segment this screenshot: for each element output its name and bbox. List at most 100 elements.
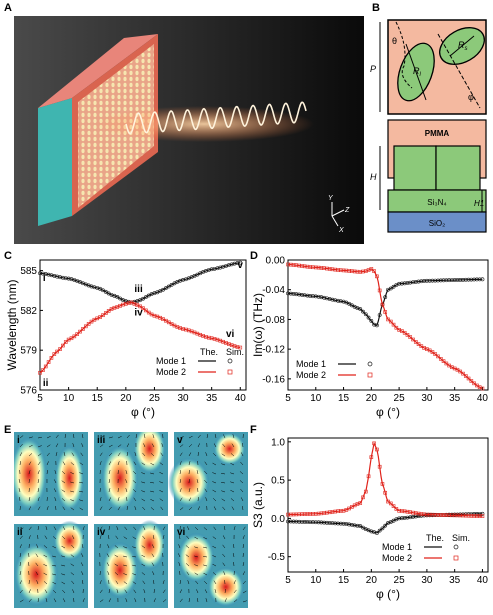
series-point-1 bbox=[408, 280, 413, 285]
panel-letter-c: C bbox=[4, 250, 12, 262]
series-point-1 bbox=[349, 523, 354, 527]
series-point-1 bbox=[299, 519, 304, 524]
series-point-1 bbox=[399, 281, 404, 286]
x-tick-label: 5 bbox=[37, 393, 43, 404]
series-point-2 bbox=[444, 361, 449, 366]
series-point-1 bbox=[288, 519, 293, 524]
y-tick-label: -0.12 bbox=[262, 345, 285, 356]
axis-triad: Y Z X bbox=[328, 195, 350, 234]
series-point-2 bbox=[46, 360, 51, 364]
series-point-1 bbox=[101, 288, 105, 293]
y-axis-label: S3 (a.u.) bbox=[252, 482, 265, 528]
unit-cell-cross-section: PMMA Si₃N₄ SiO₂ H H1 bbox=[370, 119, 487, 233]
series-point-1 bbox=[399, 516, 404, 521]
series-point-2 bbox=[372, 441, 376, 446]
panel-letter-d: D bbox=[250, 250, 258, 262]
series-point-2 bbox=[55, 349, 59, 354]
series-point-2 bbox=[436, 354, 440, 359]
series-point-1 bbox=[441, 278, 446, 283]
series-point-2 bbox=[144, 308, 148, 313]
legend-header-the: The. bbox=[200, 347, 218, 357]
series-point-1 bbox=[433, 278, 438, 283]
series-point-1 bbox=[349, 303, 354, 308]
series-point-1 bbox=[324, 296, 329, 301]
legend-entry-1: Mode 1 bbox=[382, 542, 412, 552]
legend-entry-2: Mode 2 bbox=[296, 370, 326, 380]
series-point-1 bbox=[477, 511, 482, 516]
plot-frame bbox=[39, 259, 247, 391]
series-point-1 bbox=[319, 520, 324, 525]
series-point-1 bbox=[291, 519, 296, 524]
legend-header-sim: Sim. bbox=[226, 347, 244, 357]
series-point-2 bbox=[372, 269, 376, 273]
field-map-label: vi bbox=[177, 527, 186, 538]
series-point-1 bbox=[333, 521, 338, 526]
series-point-2 bbox=[146, 310, 151, 315]
series-point-2 bbox=[363, 489, 368, 494]
y-tick-label: 576 bbox=[20, 386, 37, 397]
series-point-1 bbox=[377, 313, 382, 317]
series-point-2 bbox=[458, 369, 463, 374]
series-point-2 bbox=[463, 374, 468, 378]
theta-label: θ bbox=[392, 36, 397, 46]
x-tick-label: 35 bbox=[449, 575, 461, 586]
series-point-1 bbox=[347, 301, 352, 306]
series-point-2 bbox=[81, 327, 85, 331]
x-tick-label: 5 bbox=[285, 393, 291, 404]
series-point-2 bbox=[358, 501, 363, 505]
series-point-2 bbox=[69, 336, 74, 341]
helical-beam bbox=[125, 101, 307, 135]
series-point-2 bbox=[469, 379, 474, 383]
series-point-1 bbox=[391, 284, 396, 289]
series-point-2 bbox=[83, 324, 88, 329]
annotation-ii: ii bbox=[43, 378, 49, 389]
legend-marker-1 bbox=[453, 544, 459, 550]
series-line-2 bbox=[287, 441, 483, 517]
series-point-2 bbox=[58, 347, 62, 351]
series-point-2 bbox=[430, 350, 435, 354]
series-point-1 bbox=[416, 279, 421, 284]
field-map-vi: vi bbox=[174, 524, 248, 608]
y-tick-label: 0.0 bbox=[271, 514, 285, 525]
series-point-2 bbox=[377, 464, 382, 469]
chart-f-s3: 5 10 15 20 25 30 35 40 1.0 0.5 0.0 -0.5 φ (°) S3 (a.u… bbox=[252, 437, 489, 601]
y-tick-label: -0.04 bbox=[262, 285, 285, 296]
x-tick-label: 5 bbox=[285, 575, 291, 586]
series-point-2 bbox=[472, 381, 476, 386]
axis-label-x: X bbox=[338, 227, 344, 234]
series-point-2 bbox=[438, 357, 443, 361]
series-point-2 bbox=[380, 302, 385, 307]
series-point-1 bbox=[305, 293, 310, 298]
series-point-1 bbox=[297, 519, 302, 524]
y-tick-label: -0.08 bbox=[262, 315, 285, 326]
series-point-1 bbox=[327, 521, 332, 525]
series-point-1 bbox=[352, 523, 357, 528]
series-point-2 bbox=[72, 334, 77, 339]
series-point-1 bbox=[397, 281, 402, 286]
x-tick-label: 30 bbox=[421, 575, 433, 586]
x-axis-label: φ (°) bbox=[131, 405, 155, 419]
series-point-2 bbox=[98, 315, 102, 319]
series-point-1 bbox=[358, 524, 363, 528]
annotation-vi: vi bbox=[226, 329, 235, 340]
series-point-2 bbox=[75, 332, 79, 336]
series-point-1 bbox=[361, 309, 365, 314]
field-map-label: v bbox=[177, 435, 183, 446]
series-point-1 bbox=[463, 277, 468, 282]
period-label: P bbox=[370, 64, 376, 74]
axis-label-z: Z bbox=[344, 207, 350, 214]
series-point-1 bbox=[422, 279, 427, 283]
series-point-2 bbox=[416, 342, 421, 346]
series-point-1 bbox=[377, 528, 382, 533]
legend-entry-2: Mode 2 bbox=[156, 367, 186, 377]
series-point-1 bbox=[438, 278, 443, 283]
series-point-1 bbox=[480, 511, 485, 516]
series-point-1 bbox=[330, 297, 335, 302]
series-point-1 bbox=[477, 277, 482, 282]
panel-e-field-maps: i iii vii iv vi bbox=[14, 432, 248, 608]
series-point-1 bbox=[402, 516, 407, 520]
series-point-1 bbox=[430, 278, 435, 283]
y-tick-label: -0.5 bbox=[268, 552, 286, 563]
panel-letter-f: F bbox=[250, 424, 257, 436]
series-point-1 bbox=[358, 307, 363, 311]
